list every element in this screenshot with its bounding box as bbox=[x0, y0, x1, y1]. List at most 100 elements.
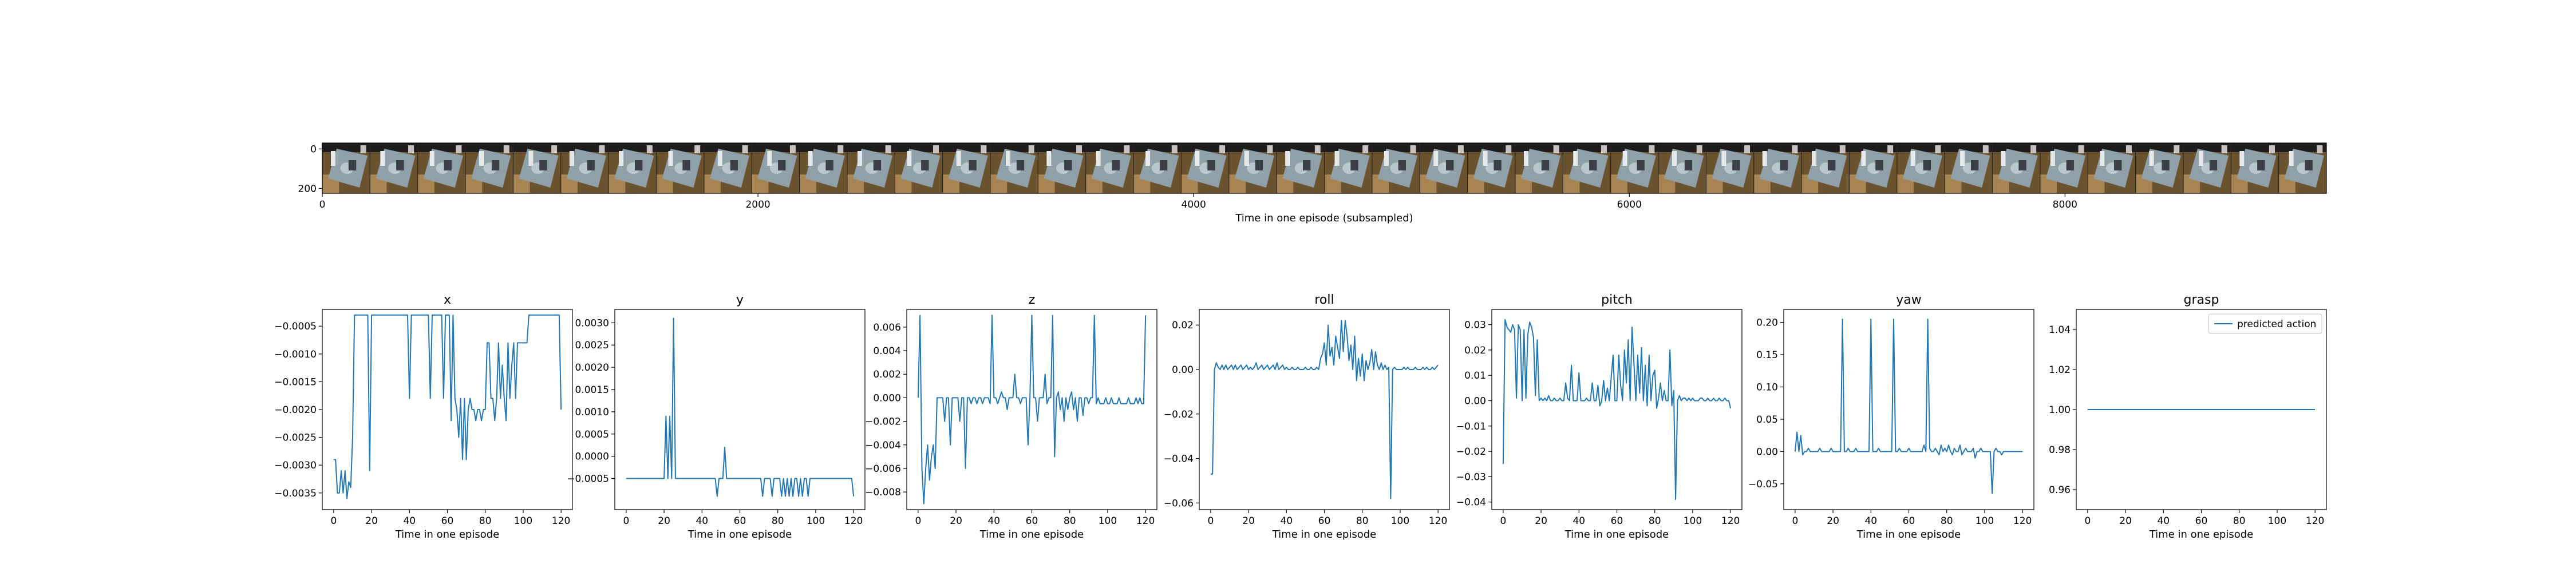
frame-item bbox=[1171, 145, 1178, 153]
frame-gripper bbox=[907, 151, 912, 166]
x-axis-label: Time in one episode bbox=[1272, 529, 1377, 541]
frame-object bbox=[2305, 160, 2313, 170]
x-tick-label: 60 bbox=[1026, 515, 1038, 527]
frame-gripper bbox=[528, 151, 534, 166]
strip-frame bbox=[1658, 143, 1706, 193]
frame-object bbox=[1684, 160, 1693, 170]
frame-item bbox=[1982, 145, 1989, 153]
series-line bbox=[626, 317, 855, 497]
frame-gripper bbox=[1721, 151, 1726, 166]
strip-frame bbox=[1133, 143, 1182, 193]
frame-item bbox=[1792, 145, 1798, 153]
frame-object bbox=[825, 160, 833, 170]
frame-gripper bbox=[1523, 151, 1528, 166]
frame-background bbox=[895, 143, 943, 152]
strip-frame bbox=[751, 143, 800, 193]
frame-gripper bbox=[569, 151, 574, 166]
frame-gripper bbox=[1285, 151, 1290, 166]
strip-x-tick-label: 8000 bbox=[2053, 199, 2077, 210]
frame-background bbox=[1228, 143, 1277, 152]
y-tick-label: 0.00 bbox=[1464, 395, 1486, 407]
frame-item bbox=[503, 145, 509, 153]
frame-object bbox=[1350, 160, 1358, 170]
x-axis-label: Time in one episode bbox=[395, 529, 500, 541]
frame-object bbox=[1064, 160, 1072, 170]
panel-title: x bbox=[444, 293, 451, 307]
frame-gripper bbox=[717, 151, 722, 166]
plot-background bbox=[322, 309, 572, 510]
frame-object bbox=[1780, 160, 1788, 170]
frame-gripper bbox=[1622, 151, 1627, 166]
frame-object bbox=[1016, 160, 1025, 170]
x-tick-label: 100 bbox=[2268, 515, 2286, 527]
strip-frame bbox=[2183, 143, 2231, 193]
strip-frame bbox=[322, 143, 370, 193]
frame-item bbox=[981, 145, 987, 153]
strip-frame bbox=[1515, 143, 1563, 193]
strip-frame bbox=[990, 143, 1038, 193]
strip-frame bbox=[1228, 143, 1277, 193]
frame-background bbox=[942, 143, 991, 152]
strip-frame bbox=[369, 143, 418, 193]
strip-frame bbox=[1467, 143, 1516, 193]
plot-background bbox=[1199, 309, 1449, 510]
frame-gripper bbox=[429, 151, 434, 166]
frame-gripper bbox=[380, 151, 385, 166]
frame-item bbox=[1410, 145, 1416, 153]
y-tick-label: −0.02 bbox=[1456, 446, 1486, 458]
frame-item bbox=[1314, 145, 1321, 153]
frame-object bbox=[1732, 160, 1740, 170]
legend: predicted action bbox=[2208, 313, 2322, 334]
frame-object bbox=[682, 160, 690, 170]
strip-x-tick-label: 6000 bbox=[1617, 199, 1642, 210]
y-tick-label: 0.002 bbox=[873, 369, 901, 380]
strip-frame bbox=[1180, 143, 1230, 193]
x-tick-label: 20 bbox=[658, 515, 670, 527]
frame-gripper bbox=[1244, 151, 1249, 166]
panel-title: grasp bbox=[2184, 293, 2219, 307]
strip-frame bbox=[560, 143, 609, 193]
frame-gripper bbox=[2100, 151, 2105, 166]
x-tick-label: 0 bbox=[1792, 515, 1798, 527]
y-tick-label: −0.0025 bbox=[274, 432, 317, 444]
strip-frame bbox=[1323, 143, 1373, 193]
x-tick-label: 60 bbox=[1318, 515, 1331, 527]
x-tick-label: 20 bbox=[1242, 515, 1255, 527]
strip-frame bbox=[1944, 143, 1993, 193]
y-tick-label: −0.0005 bbox=[567, 474, 609, 485]
panel-x: 0 20 40 60 80 100 120 −0.0035 −0.0030 −0.0025 −0.0… bbox=[274, 293, 573, 541]
y-tick-label: −0.0020 bbox=[274, 404, 317, 416]
x-tick-label: 80 bbox=[2233, 515, 2246, 527]
frame-background bbox=[2183, 143, 2231, 152]
frame-gripper bbox=[2198, 151, 2203, 166]
y-tick-label: −0.002 bbox=[865, 416, 901, 428]
frame-background bbox=[1945, 143, 1993, 152]
y-tick-label: −0.0030 bbox=[274, 460, 317, 471]
y-tick-label: −0.04 bbox=[1456, 497, 1486, 509]
y-tick-label: 0.00 bbox=[1172, 364, 1194, 376]
frame-gripper bbox=[1573, 151, 1578, 166]
frame-item bbox=[456, 145, 462, 153]
y-tick-label: −0.01 bbox=[1456, 421, 1486, 432]
frame-item bbox=[408, 145, 414, 153]
strip-frame bbox=[1037, 143, 1086, 193]
panel-title: z bbox=[1029, 293, 1036, 307]
frame-background bbox=[799, 143, 848, 152]
frame-background bbox=[1038, 143, 1086, 152]
frame-item bbox=[1219, 145, 1226, 153]
frame-item bbox=[1124, 145, 1130, 153]
y-tick-label: −0.04 bbox=[1164, 454, 1194, 465]
frame-item bbox=[1506, 145, 1512, 153]
strip-frame bbox=[608, 143, 657, 193]
strip-x-tick-label: 2000 bbox=[745, 199, 770, 210]
frame-background bbox=[2278, 143, 2327, 152]
x-axis-label: Time in one episode bbox=[2149, 529, 2254, 541]
frame-item bbox=[2078, 145, 2084, 153]
y-tick-label: −0.05 bbox=[1748, 479, 1778, 490]
x-tick-label: 100 bbox=[1976, 515, 1994, 527]
frame-object bbox=[873, 160, 882, 170]
frame-background bbox=[656, 143, 705, 152]
x-tick-label: 120 bbox=[1136, 515, 1155, 527]
frame-item bbox=[2221, 145, 2227, 153]
x-tick-label: 60 bbox=[1903, 515, 1915, 527]
